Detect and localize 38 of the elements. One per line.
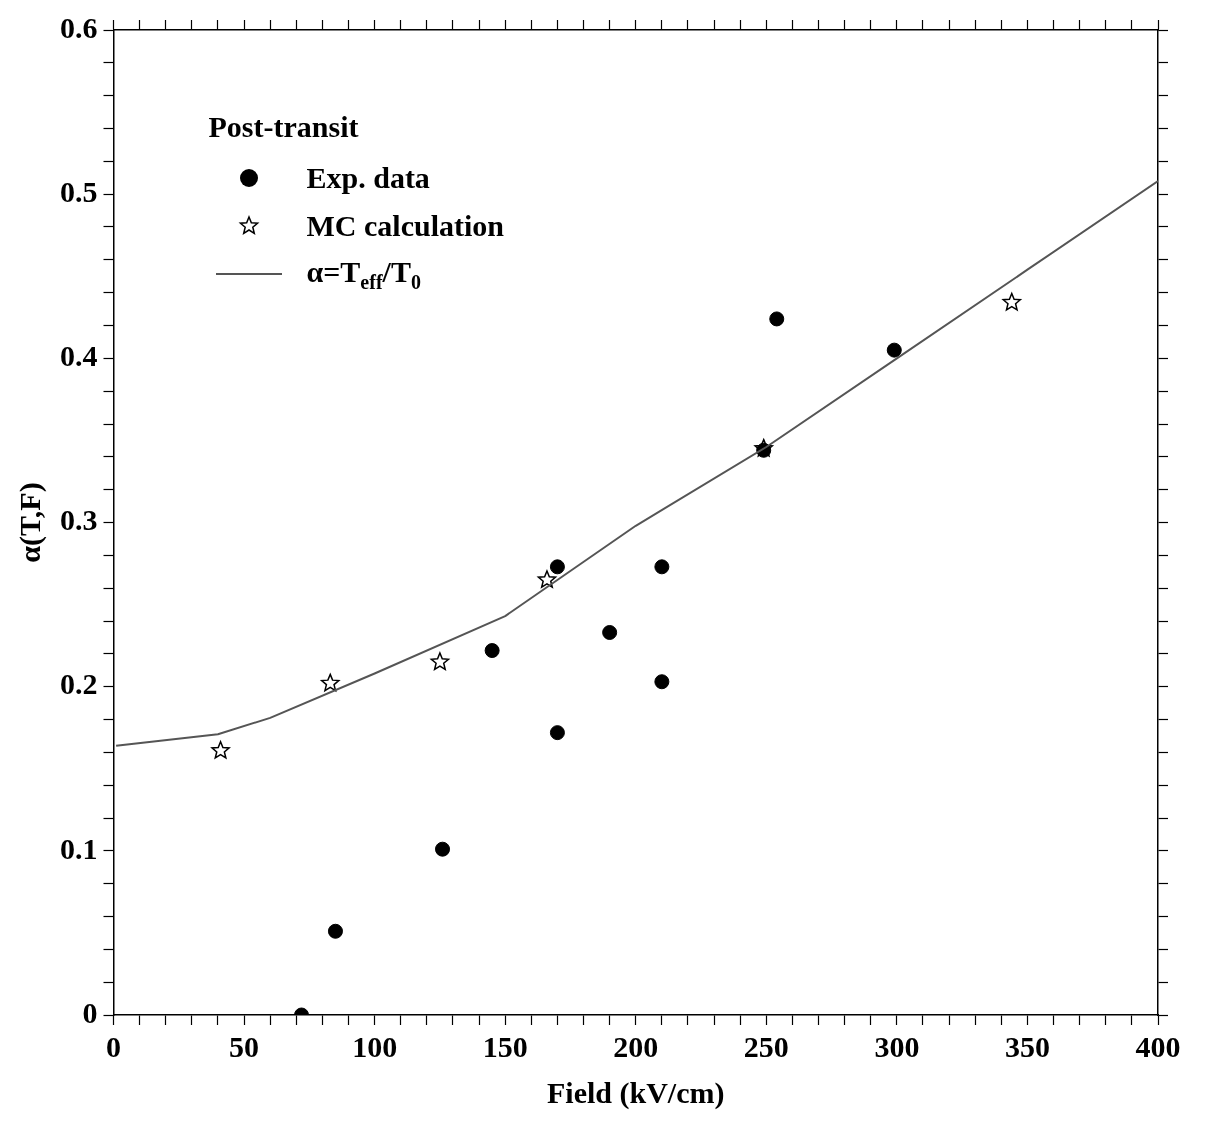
point [211, 740, 230, 759]
x-tick-label: 0 [106, 1029, 121, 1063]
point [1002, 292, 1022, 311]
y-tick-label: 0.1 [60, 831, 98, 865]
y-axis-title: α(T,F) [12, 482, 47, 563]
y-tick-label: 0.6 [60, 10, 98, 44]
x-tick-label: 300 [874, 1029, 920, 1063]
x-tick-label: 400 [1135, 1029, 1181, 1063]
point [549, 559, 565, 575]
x-tick-label: 150 [482, 1029, 528, 1063]
y-tick-label: 0 [82, 995, 98, 1029]
point [654, 559, 670, 575]
point [327, 923, 343, 939]
point [654, 674, 670, 690]
point [769, 311, 785, 327]
point [537, 570, 557, 588]
legend-label: Exp. data [306, 161, 430, 195]
x-tick-label: 350 [1004, 1029, 1050, 1063]
point [435, 841, 451, 857]
legend-title: Post-transit [208, 110, 360, 144]
point [320, 673, 340, 692]
y-tick-label: 0.2 [60, 667, 98, 701]
point [886, 342, 902, 358]
x-tick-label: 200 [613, 1029, 659, 1063]
x-tick-label: 50 [229, 1029, 260, 1063]
legend-label: MC calculation [306, 209, 504, 243]
y-tick-label: 0.5 [60, 174, 98, 208]
x-tick-label: 250 [743, 1029, 789, 1063]
point [602, 624, 618, 640]
y-tick-label: 0.3 [60, 503, 98, 537]
point [549, 725, 565, 741]
x-axis-title: Field (kV/cm) [547, 1075, 725, 1110]
point [484, 643, 500, 659]
y-tick-label: 0.4 [60, 339, 98, 373]
point [754, 438, 774, 457]
x-tick-label: 100 [352, 1029, 398, 1063]
legend-label: α=T$_{eff}$/T$_{0}$ [306, 254, 421, 294]
point [430, 652, 450, 671]
